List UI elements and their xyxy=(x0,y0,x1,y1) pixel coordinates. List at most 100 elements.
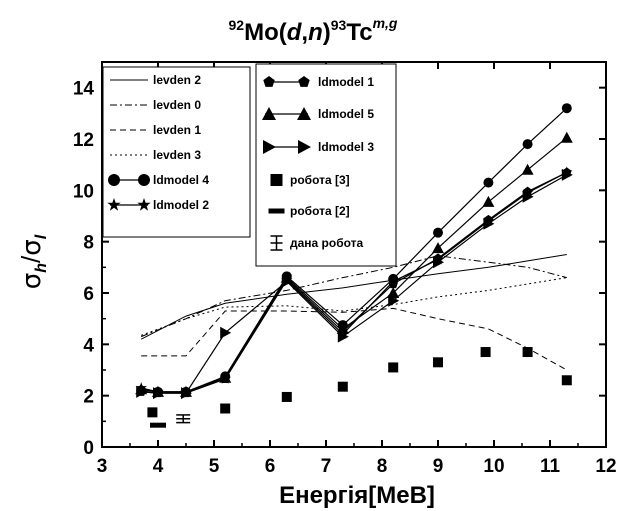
data-point xyxy=(561,168,573,181)
x-tick-label: 12 xyxy=(595,456,616,477)
x-axis-label: Енергія[МеВ] xyxy=(279,482,435,509)
x-tick-label: 10 xyxy=(483,456,504,477)
legend-entry: levden 1 xyxy=(110,123,201,137)
series-line xyxy=(141,255,567,338)
series-layer xyxy=(135,103,573,428)
data-point xyxy=(482,195,495,207)
title-states: m,g xyxy=(373,15,398,31)
legend-marker xyxy=(263,140,276,154)
title-projectile: d xyxy=(287,19,303,46)
data-point xyxy=(433,357,443,368)
legend-entry: levden 3 xyxy=(110,148,201,162)
data-point xyxy=(153,387,164,400)
data-point xyxy=(337,330,349,343)
legend-marker xyxy=(108,174,120,186)
y-tick-label: 10 xyxy=(73,181,94,202)
legend-entry: ldmodel 4 xyxy=(108,173,209,187)
data-point xyxy=(220,403,231,414)
legend-label: робота [3] xyxy=(290,173,350,187)
data-point xyxy=(522,139,533,150)
data-point xyxy=(560,131,573,143)
y-tick-label: 12 xyxy=(73,130,94,151)
x-tick-label: 8 xyxy=(377,456,388,477)
legend-label: levden 1 xyxy=(153,123,201,137)
legend-entry: levden 2 xyxy=(110,73,201,87)
x-tick-label: 7 xyxy=(321,456,332,477)
legend-marker xyxy=(297,107,311,120)
series-ldmodel-3 xyxy=(136,168,573,400)
data-point xyxy=(522,347,533,358)
series-levden-2 xyxy=(140,254,567,340)
title-ejectile: n xyxy=(308,19,323,46)
y-label-sub-h: h xyxy=(33,263,50,273)
legend-marker xyxy=(262,107,276,120)
legend-entry: ldmodel 3 xyxy=(263,140,374,154)
legend-entry: ldmodel 2 xyxy=(107,198,209,212)
y-tick-label: 2 xyxy=(83,387,94,408)
data-point xyxy=(561,375,572,386)
series-робота-2- xyxy=(150,422,166,428)
legend-marker xyxy=(270,174,283,186)
x-tick-label: 11 xyxy=(540,456,561,477)
data-point xyxy=(136,385,148,398)
legend-label: ldmodel 2 xyxy=(153,198,209,212)
y-tick-label: 4 xyxy=(83,335,94,356)
data-point xyxy=(521,163,534,175)
data-point xyxy=(483,217,495,230)
data-point xyxy=(388,362,399,373)
y-label-sigma-l: σ xyxy=(17,239,47,255)
chart-title: 92Mo(d,n)93Tcm,g xyxy=(229,15,398,46)
series-line xyxy=(140,254,567,340)
series-робота-3- xyxy=(147,347,572,418)
y-tick-label: 0 xyxy=(83,438,94,459)
title-element-b: Tc xyxy=(346,19,372,46)
legend-label: ldmodel 3 xyxy=(318,140,374,154)
title-mass-b: 93 xyxy=(331,17,347,33)
y-axis-label: σh/σl xyxy=(16,234,50,289)
x-tick-label: 4 xyxy=(153,456,164,477)
legend: levden 2 levden 0 levden 1 levden 3 ldmodel … xyxy=(102,63,397,267)
data-point xyxy=(220,326,232,339)
data-point xyxy=(561,103,572,114)
legend-entry: ldmodel 1 xyxy=(263,75,374,89)
legend-label: levden 0 xyxy=(153,98,201,112)
data-point xyxy=(337,381,348,392)
legend-entry: робота [3] xyxy=(270,173,350,187)
y-label-sub-l: l xyxy=(33,234,50,239)
data-point xyxy=(433,256,444,269)
data-point xyxy=(181,387,192,400)
x-tick-label: 3 xyxy=(97,456,108,477)
legend-marker xyxy=(268,208,285,214)
x-tick-label: 6 xyxy=(265,456,276,477)
data-point xyxy=(480,347,491,358)
data-point xyxy=(150,422,166,428)
title-element-a: Mo( xyxy=(244,19,287,46)
data-point xyxy=(387,287,400,298)
data-point xyxy=(522,190,534,203)
data-point xyxy=(388,279,398,289)
data-point xyxy=(147,407,158,418)
legend-entry: робота [2] xyxy=(268,204,350,218)
y-tick-label: 6 xyxy=(83,284,94,305)
legend-marker xyxy=(137,198,151,211)
series-levden-0 xyxy=(141,255,567,338)
legend-marker xyxy=(263,76,275,87)
data-point xyxy=(388,294,400,307)
y-label-slash: / xyxy=(16,255,46,263)
data-point xyxy=(281,275,293,288)
legend-marker xyxy=(138,174,150,186)
data-point xyxy=(336,322,349,334)
x-tick-label: 9 xyxy=(433,456,444,477)
legend-entry: levden 0 xyxy=(110,98,201,112)
y-tick-label: 14 xyxy=(73,79,95,100)
title-comma: , xyxy=(301,19,308,46)
series-line xyxy=(141,307,568,371)
data-point xyxy=(219,371,232,383)
legend-box-right xyxy=(255,63,397,267)
legend-label: ldmodel 5 xyxy=(318,107,374,121)
legend-marker xyxy=(298,76,310,87)
data-point xyxy=(483,177,494,188)
legend-label: levden 2 xyxy=(153,73,201,87)
legend-box-left xyxy=(102,66,251,238)
